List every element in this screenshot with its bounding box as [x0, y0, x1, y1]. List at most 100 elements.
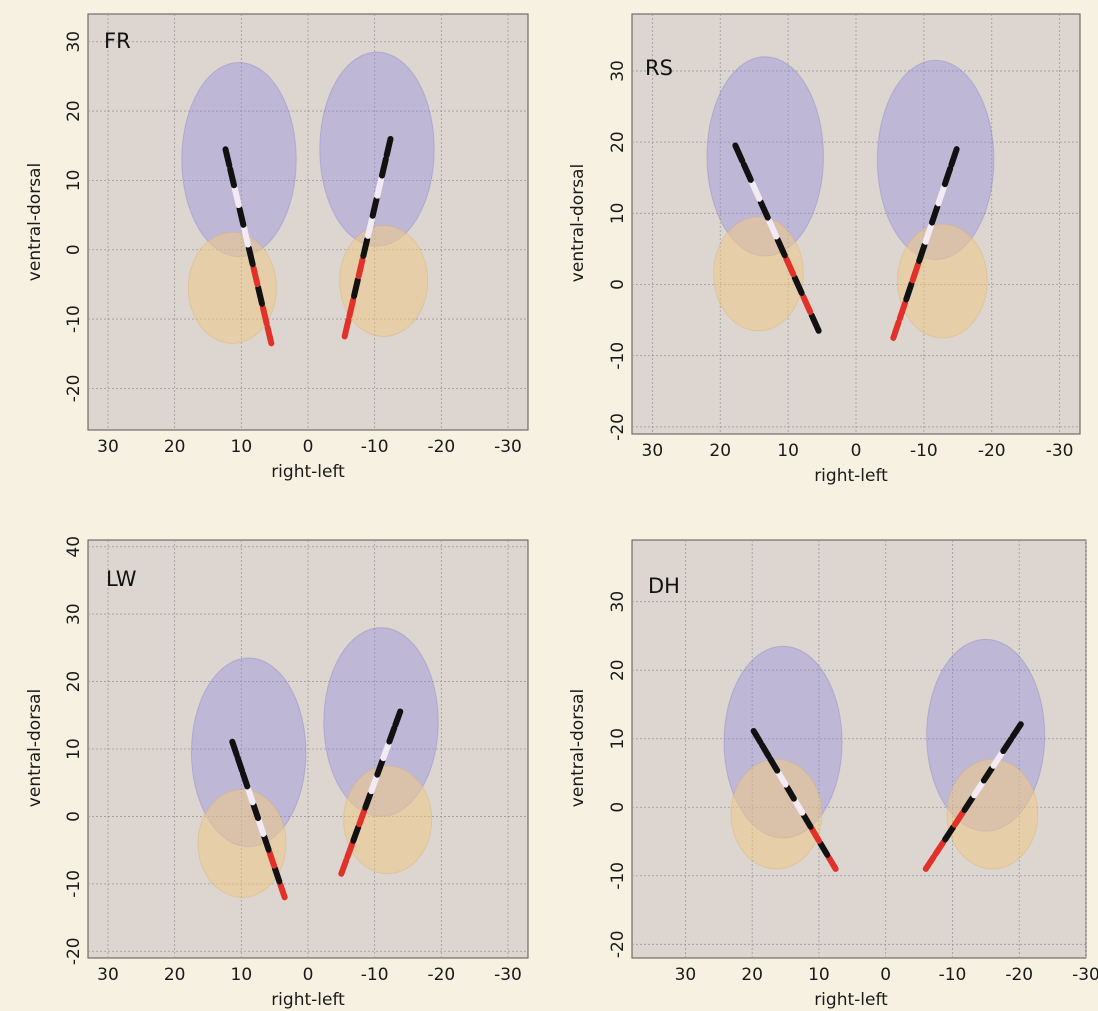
- x-tick-label: 10: [231, 437, 253, 457]
- electrode-contact: [767, 756, 781, 774]
- y-axis-label: ventral-dorsal: [25, 163, 45, 281]
- y-axis-label: ventral-dorsal: [568, 689, 588, 807]
- x-tick-label: -10: [910, 441, 938, 461]
- x-tick-label: 10: [808, 965, 830, 985]
- electrode-contact: [350, 824, 362, 844]
- upper-structure: [181, 62, 297, 258]
- electrode-contact: [259, 304, 270, 327]
- panel-lw: LW right-left ventral-dorsal 30 20 10 0 -10 -…: [25, 536, 529, 1010]
- y-tick-label: 20: [64, 671, 84, 693]
- electrode-contact: [356, 807, 368, 828]
- electrode-contact: [1000, 735, 1015, 755]
- electrode-contact: [980, 765, 995, 784]
- electrode-contact: [808, 312, 822, 334]
- electrode-contact: [896, 299, 909, 322]
- x-axis-label: right-left: [271, 462, 345, 482]
- upper-structure: [319, 51, 435, 247]
- electrode-contact: [890, 319, 902, 341]
- electrode-contact: [1009, 721, 1024, 740]
- electrode-contact: [222, 146, 233, 169]
- upper-structure: [190, 657, 307, 848]
- electrode-contact: [271, 865, 283, 885]
- panel-rs: RS right-left ventral-dorsal 30 20 10 0 -10 -…: [568, 13, 1081, 486]
- electrode-contact: [942, 824, 957, 843]
- electrode-contact: [392, 708, 404, 729]
- electrode-contact: [749, 180, 763, 202]
- y-tick-label: 30: [608, 60, 628, 82]
- y-tick-label: 0: [608, 279, 628, 290]
- electrode-contact: [346, 296, 357, 320]
- electrode-contact: [239, 770, 251, 790]
- electrode-contact: [941, 165, 954, 188]
- upper-structure: [323, 627, 439, 817]
- electrode-contact: [922, 223, 934, 245]
- x-tick-label: -20: [427, 437, 455, 457]
- electrode-contact: [817, 840, 831, 858]
- x-tick-label: 30: [642, 441, 664, 461]
- electrode-contact: [379, 156, 389, 179]
- electrode-contact: [365, 216, 375, 239]
- y-tick-label: 0: [64, 811, 84, 822]
- electrode-contact: [277, 881, 288, 901]
- y-tick-label: -10: [608, 862, 628, 890]
- electrode-contact: [255, 817, 267, 837]
- x-tick-label: -30: [1072, 965, 1098, 985]
- electrode-contact: [935, 184, 947, 207]
- electrode-contact: [909, 261, 921, 284]
- electrode-contact: [732, 142, 746, 164]
- y-tick-label: 20: [608, 131, 628, 153]
- x-tick-label: -10: [361, 437, 389, 457]
- electrode-contact: [791, 274, 805, 297]
- electrode-contact: [922, 853, 937, 872]
- structure-left: [323, 627, 439, 875]
- electrode-contact: [971, 780, 986, 799]
- electrode-contact: [231, 185, 242, 209]
- electrode-contact: [374, 758, 386, 778]
- electrode-contact: [250, 264, 261, 288]
- x-tick-label: 20: [164, 965, 186, 985]
- electrode-left: [922, 721, 1024, 872]
- structure-left: [319, 51, 435, 337]
- x-tick-label: 10: [777, 441, 799, 461]
- electrode-contact: [234, 754, 245, 774]
- electrode-right: [732, 142, 822, 334]
- y-tick-label: -20: [64, 937, 84, 965]
- electrode-contact: [250, 802, 261, 822]
- structure-right: [190, 657, 307, 898]
- x-axis-label: right-left: [814, 466, 888, 486]
- electrode-right: [229, 738, 288, 901]
- electrode-contact: [368, 774, 380, 795]
- structure-right: [723, 645, 843, 870]
- electrode-contact: [759, 742, 772, 760]
- x-tick-label: 10: [231, 965, 253, 985]
- panel-label: LW: [106, 567, 137, 591]
- y-tick-label: 0: [608, 802, 628, 813]
- y-tick-label: 30: [64, 31, 84, 53]
- y-tick-label: 10: [608, 728, 628, 750]
- electrode-contact: [766, 217, 780, 240]
- electrode-contact: [264, 324, 275, 347]
- x-tick-label: 0: [303, 965, 314, 985]
- electrode-contact: [783, 255, 797, 278]
- lower-structure: [343, 765, 433, 875]
- upper-structure: [876, 59, 995, 261]
- electrode-contact: [386, 725, 398, 745]
- electrode-contact: [344, 840, 356, 861]
- electrode-right: [222, 146, 275, 347]
- electrode-contact: [369, 196, 380, 219]
- electrode-left: [338, 708, 404, 877]
- x-tick-label: 30: [97, 965, 119, 985]
- electrode-contact: [380, 741, 392, 762]
- plot-area: [631, 539, 1087, 959]
- electrode-contact: [266, 849, 277, 869]
- electrode-contact: [775, 770, 789, 788]
- electrode-contact: [961, 794, 976, 813]
- x-tick-label: 20: [709, 441, 731, 461]
- y-tick-label: 20: [608, 659, 628, 681]
- x-tick-label: 0: [880, 965, 891, 985]
- x-tick-label: -10: [939, 965, 967, 985]
- y-tick-label: 20: [64, 100, 84, 122]
- electrode-right: [750, 727, 839, 872]
